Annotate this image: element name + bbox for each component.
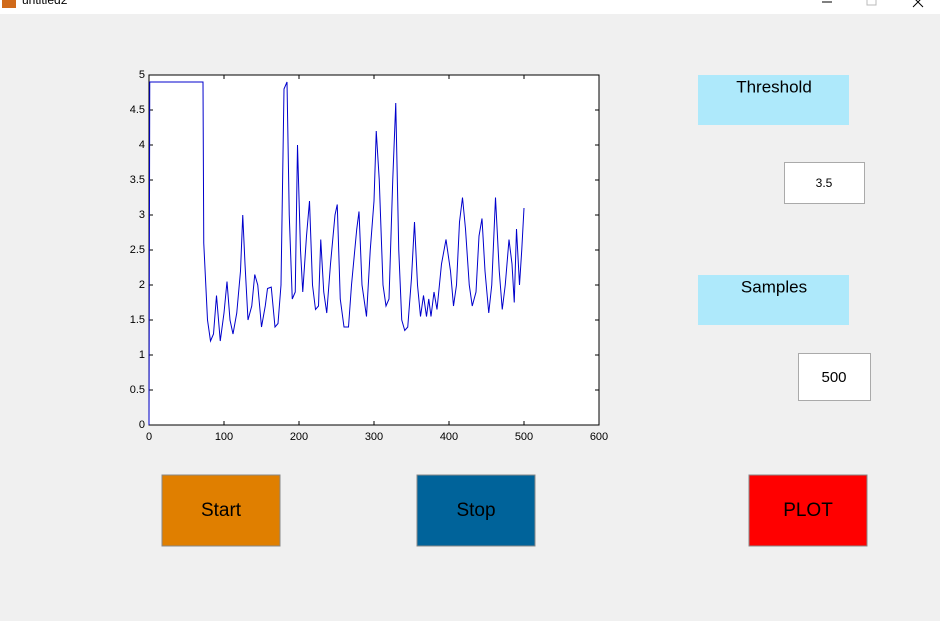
samples-label: Samples (741, 277, 807, 296)
y-tick-label: 0 (139, 419, 145, 431)
samples-input[interactable] (798, 353, 871, 401)
samples-label-box (698, 275, 849, 325)
x-tick-label: 0 (146, 431, 152, 443)
y-tick-label: 2.5 (130, 244, 145, 256)
threshold-label-box (698, 75, 849, 125)
threshold-value[interactable]: 3.5 (816, 176, 833, 190)
title-bar (0, 0, 940, 14)
start-button[interactable] (161, 474, 281, 547)
x-tick-label: 500 (515, 431, 533, 443)
window-title: untitled2 (22, 0, 68, 7)
y-tick-label: 2 (139, 279, 145, 291)
x-tick-label: 400 (440, 431, 458, 443)
maximize-button[interactable] (866, 0, 877, 6)
threshold-label: Threshold (736, 77, 812, 96)
y-tick-label: 3.5 (130, 174, 145, 186)
plot-area (148, 74, 600, 426)
y-tick-label: 3 (139, 209, 145, 221)
y-tick-label: 0.5 (130, 384, 145, 396)
stop-button[interactable] (416, 474, 536, 547)
x-tick-label: 600 (590, 431, 608, 443)
start-label[interactable]: Start (201, 500, 242, 521)
x-tick-label: 200 (290, 431, 308, 443)
close-button[interactable] (912, 0, 924, 8)
y-tick-label: 1.5 (130, 314, 145, 326)
y-tick-label: 1 (139, 349, 145, 361)
y-tick-label: 4 (139, 139, 145, 151)
plot-button[interactable] (748, 474, 868, 547)
data-line (148, 81, 525, 426)
app-icon (2, 0, 16, 8)
x-tick-label: 100 (215, 431, 233, 443)
threshold-input[interactable] (784, 162, 865, 204)
samples-value[interactable]: 500 (821, 369, 846, 386)
stop-label[interactable]: Stop (456, 500, 495, 521)
x-tick-label: 300 (365, 431, 383, 443)
y-tick-label: 5 (139, 69, 145, 81)
y-tick-label: 4.5 (130, 104, 145, 116)
plot-label[interactable]: PLOT (783, 500, 833, 521)
